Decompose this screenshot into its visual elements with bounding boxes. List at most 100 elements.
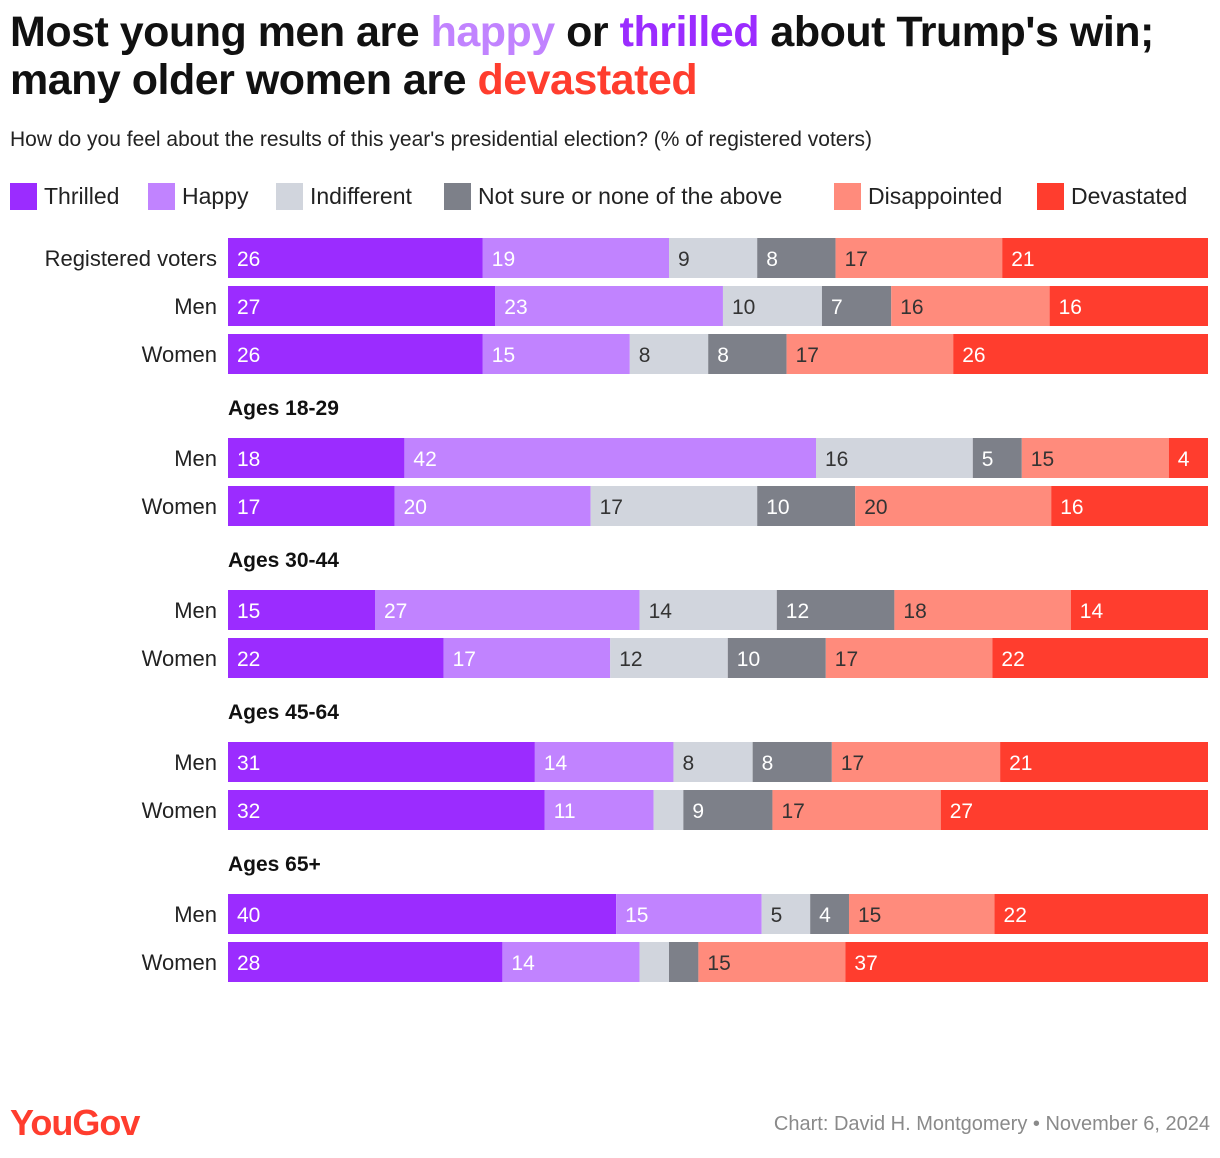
bar-segment-overall-women-indifferent (629, 334, 709, 374)
chart-subtitle: How do you feel about the results of thi… (10, 128, 872, 151)
bar-segment-overall-men-happy (495, 286, 723, 326)
data-label-ages-45-64-men-devastated: 21 (1009, 752, 1032, 775)
data-label-ages-30-44-women-not-sure-or-none-of-the-above: 10 (737, 648, 760, 671)
legend-item-indifferent: Indifferent (276, 180, 412, 212)
data-label-overall-men-indifferent: 10 (732, 296, 755, 319)
bar-segment-ages-30-44-women-thrilled (228, 638, 444, 678)
data-label-ages-30-44-women-disappointed: 17 (835, 648, 858, 671)
data-label-ages-18-29-women-disappointed: 20 (864, 496, 887, 519)
row-label-ages-30-44-women: Women (142, 646, 217, 671)
bar-segment-ages-18-29-women-not-sure-or-none-of-the-above (757, 486, 856, 526)
data-label-ages-18-29-men-devastated: 4 (1178, 448, 1190, 471)
legend-swatch-happy (148, 182, 175, 210)
bar-segment-ages-18-29-men-not-sure-or-none-of-the-above (972, 438, 1022, 478)
bar-segment-overall-registered-voters-thrilled (228, 238, 483, 278)
bar-segment-overall-registered-voters-devastated (1002, 238, 1208, 278)
legend-label-thrilled: Thrilled (44, 182, 120, 209)
bar-segment-ages-30-44-women-not-sure-or-none-of-the-above (727, 638, 826, 678)
legend-label-not-sure: Not sure or none of the above (478, 182, 783, 209)
bar-segment-overall-men-not-sure-or-none-of-the-above (821, 286, 892, 326)
bar-segment-ages-18-29-men-thrilled (228, 438, 405, 478)
bar-segment-overall-registered-voters-indifferent (669, 238, 758, 278)
bar-segment-overall-registered-voters-disappointed (835, 238, 1003, 278)
bar-segment-ages-18-29-men-happy (404, 438, 816, 478)
bar-segment-overall-women-disappointed (786, 334, 954, 374)
row-label-ages-18-29-women: Women (142, 494, 217, 519)
bar-segment-ages-45-64-women-disappointed (772, 790, 941, 830)
bar-segment-ages-18-29-women-thrilled (228, 486, 395, 526)
bar-segment-ages-30-44-men-happy (375, 590, 640, 630)
group-label-ages-65: Ages 65+ (228, 853, 321, 876)
bar-segment-ages-45-64-men-happy (534, 742, 674, 782)
data-label-ages-45-64-men-thrilled: 31 (237, 752, 260, 775)
bar-segment-ages-45-64-men-disappointed (831, 742, 1001, 782)
data-label-ages-30-44-women-happy: 17 (453, 648, 476, 671)
data-label-overall-men-devastated: 16 (1059, 296, 1082, 319)
data-label-ages-30-44-men-happy: 27 (384, 600, 407, 623)
data-label-ages-65-women-thrilled: 28 (237, 952, 260, 975)
bar-segment-ages-45-64-women-thrilled (228, 790, 545, 830)
bar-segment-ages-65-women-indifferent (639, 942, 669, 982)
row-label-ages-65-women: Women (142, 950, 217, 975)
data-label-ages-65-men-indifferent: 5 (771, 904, 783, 927)
bar-segment-overall-women-not-sure-or-none-of-the-above (708, 334, 787, 374)
bar-segment-ages-18-29-men-indifferent (816, 438, 973, 478)
bar-segment-ages-45-64-women-not-sure-or-none-of-the-above (683, 790, 773, 830)
data-label-ages-45-64-men-happy: 14 (544, 752, 568, 775)
bar-segment-overall-registered-voters-happy (482, 238, 669, 278)
title-part-3: about Trump's win; many older women are (10, 8, 1154, 104)
bar-segment-ages-65-men-thrilled (228, 894, 617, 934)
title-thrilled-word: thrilled (619, 8, 760, 56)
bar-segment-ages-65-women-thrilled (228, 942, 503, 982)
bar-segment-ages-65-men-devastated (994, 894, 1208, 934)
yougov-logo: YouGov (10, 1102, 140, 1143)
bar-segment-ages-65-women-disappointed (698, 942, 846, 982)
bar-segment-ages-45-64-women-happy (544, 790, 654, 830)
row-label-overall-men: Men (174, 294, 217, 319)
bar-segment-ages-45-64-men-not-sure-or-none-of-the-above (752, 742, 832, 782)
legend-label-happy: Happy (182, 182, 249, 209)
bar-segment-ages-65-women-devastated (845, 942, 1208, 982)
legend-swatch-not-sure (444, 182, 471, 210)
bar-segment-ages-65-men-happy (616, 894, 762, 934)
bar-segment-overall-registered-voters-not-sure-or-none-of-the-above (757, 238, 836, 278)
stacked-bar-chart: Registered voters 26 19 9 8 17 21 Men 27 23 10 7 16 1… (45, 238, 1208, 982)
row-label-ages-65-men: Men (174, 902, 217, 927)
bar-segment-overall-women-happy (482, 334, 630, 374)
data-label-ages-18-29-women-not-sure-or-none-of-the-above: 10 (766, 496, 789, 519)
legend-item-not-sure: Not sure or none of the above (444, 180, 782, 212)
data-label-ages-45-64-women-not-sure-or-none-of-the-above: 9 (692, 800, 704, 823)
group-label-ages-18-29: Ages 18-29 (228, 397, 339, 420)
data-label-ages-18-29-men-indifferent: 16 (825, 448, 848, 471)
row-label-ages-30-44-men: Men (174, 598, 217, 623)
bar-segment-ages-18-29-men-devastated (1168, 438, 1208, 478)
group-label-ages-45-64: Ages 45-64 (228, 701, 339, 724)
group-label-ages-30-44: Ages 30-44 (228, 549, 339, 572)
bar-segment-ages-45-64-men-indifferent (673, 742, 753, 782)
chart-legend: Thrilled Happy Indifferent Not sure or n… (10, 180, 1210, 212)
data-label-ages-45-64-men-indifferent: 8 (682, 752, 694, 775)
data-label-ages-30-44-men-thrilled: 15 (237, 600, 260, 623)
legend-item-devastated: Devastated (1037, 180, 1187, 212)
data-label-overall-women-indifferent: 8 (639, 344, 651, 367)
data-label-overall-registered-voters-not-sure-or-none-of-the-above: 8 (766, 248, 778, 271)
data-label-overall-women-thrilled: 26 (237, 344, 260, 367)
data-label-overall-women-happy: 15 (492, 344, 515, 367)
legend-swatch-disappointed (834, 182, 861, 210)
legend-label-devastated: Devastated (1071, 182, 1188, 209)
title-part-2: or (554, 8, 620, 56)
chart-credit: Chart: David H. Montgomery • November 6,… (773, 1113, 1210, 1135)
data-label-ages-18-29-women-devastated: 16 (1060, 496, 1083, 519)
bar-segment-overall-men-thrilled (228, 286, 496, 326)
bar-segment-ages-30-44-men-indifferent (639, 590, 777, 630)
data-label-overall-men-happy: 23 (504, 296, 527, 319)
bar-segment-ages-18-29-women-indifferent (590, 486, 758, 526)
bar-segment-ages-30-44-men-thrilled (228, 590, 375, 630)
data-label-overall-men-not-sure-or-none-of-the-above: 7 (831, 296, 843, 319)
legend-swatch-indifferent (276, 182, 303, 210)
data-label-overall-women-disappointed: 17 (796, 344, 819, 367)
row-label-ages-18-29-men: Men (174, 446, 217, 471)
data-label-ages-18-29-men-thrilled: 18 (237, 448, 260, 471)
data-label-overall-registered-voters-devastated: 21 (1011, 248, 1034, 271)
data-label-ages-18-29-women-happy: 20 (404, 496, 427, 519)
